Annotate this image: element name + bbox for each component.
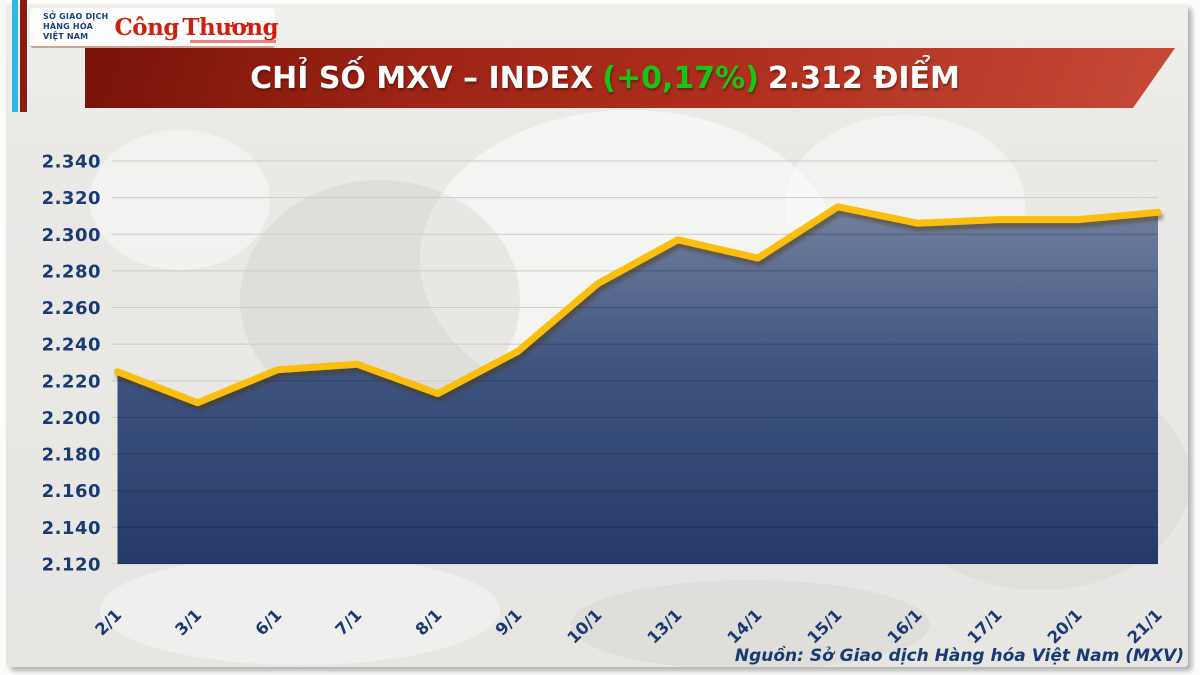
index-line [114,203,1162,407]
congthuong-logo: Công Thương [114,13,279,43]
y-tick-label: 2.240 [42,335,101,356]
y-tick-label: 2.300 [42,225,101,246]
congthuong-text: Công Thương [114,13,279,41]
x-axis-label: 20/1 [1044,605,1086,647]
mxv-line3: VIỆT NAM [43,32,89,41]
title-change: (+0,17%) [602,60,759,96]
title-banner: CHỈ SỐ MXV – INDEX (+0,17%) 2.312 ĐIỂM [85,48,1175,108]
mxv-line1: SỞ GIAO DỊCH [43,12,109,21]
x-axis-label: 17/1 [964,605,1006,647]
y-tick-label: 2.120 [42,555,101,576]
source-note: Nguồn: Sở Giao dịch Hàng hóa Việt Nam (M… [734,646,1184,666]
y-tick-label: 2.280 [42,261,101,282]
y-tick-label: 2.160 [42,481,101,502]
y-tick-label: 2.340 [42,152,101,173]
chart-title: CHỈ SỐ MXV – INDEX (+0,17%) 2.312 ĐIỂM [250,61,960,96]
y-tick-label: 2.180 [42,445,101,466]
x-axis-label: 21/1 [1124,605,1166,647]
y-tick-label: 2.200 [42,408,101,429]
y-tick-label: 2.140 [42,518,101,539]
index-line-shadow [116,207,1164,411]
logo-box: SỞ GIAO DỊCH HÀNG HÓA VIỆT NAM Công Thươ… [30,8,279,48]
y-axis-labels: 2.340 2.320 2.300 2.280 2.260 2.240 2.220 2.200… [42,152,101,576]
y-tick-label: 2.320 [42,188,101,209]
mxv-logo-text: SỞ GIAO DỊCH HÀNG HÓA VIỆT NAM [43,12,108,42]
title-value: 2.312 ĐIỂM [767,60,960,96]
y-tick-label: 2.260 [42,298,101,319]
index-area-fill [117,206,1158,565]
edge-stripe-cyan [12,0,18,112]
title-prefix: CHỈ SỐ MXV – INDEX [250,60,594,96]
y-tick-label: 2.220 [42,371,101,392]
congthuong-tagline [190,39,277,43]
edge-stripe-maroon [20,0,27,112]
mxv-line2: HÀNG HÓA [43,22,94,31]
